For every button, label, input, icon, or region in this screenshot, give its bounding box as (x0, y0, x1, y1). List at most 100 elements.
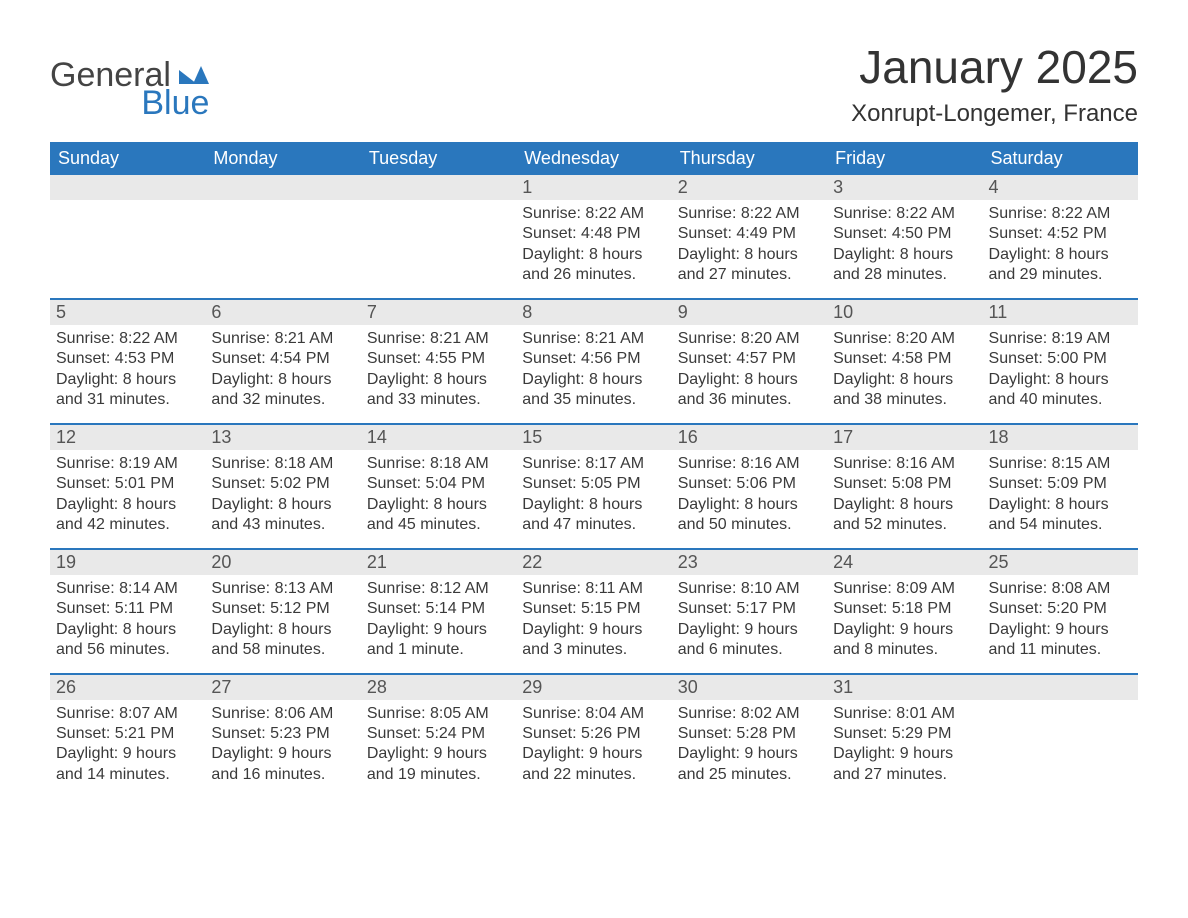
day-cell: 15Sunrise: 8:17 AMSunset: 5:05 PMDayligh… (516, 425, 671, 548)
logo-mark-icon (179, 64, 209, 89)
day-number: 4 (983, 175, 1138, 200)
sunset-text: Sunset: 5:11 PM (56, 599, 199, 619)
sunrise-text: Sunrise: 8:16 AM (833, 454, 976, 474)
sunset-text: Sunset: 4:56 PM (522, 349, 665, 369)
page-title: January 2025 (851, 40, 1138, 94)
daylight-text: Daylight: 8 hours and 31 minutes. (56, 370, 199, 411)
day-number: 11 (983, 300, 1138, 325)
sunrise-text: Sunrise: 8:10 AM (678, 579, 821, 599)
day-cell: 20Sunrise: 8:13 AMSunset: 5:12 PMDayligh… (205, 550, 360, 673)
sunrise-text: Sunrise: 8:22 AM (833, 204, 976, 224)
sunset-text: Sunset: 5:08 PM (833, 474, 976, 494)
day-number: 10 (827, 300, 982, 325)
day-number: 14 (361, 425, 516, 450)
day-cell: 5Sunrise: 8:22 AMSunset: 4:53 PMDaylight… (50, 300, 205, 423)
day-cell: 27Sunrise: 8:06 AMSunset: 5:23 PMDayligh… (205, 675, 360, 798)
day-body: Sunrise: 8:17 AMSunset: 5:05 PMDaylight:… (516, 450, 671, 536)
day-of-week-header: Sunday (50, 142, 205, 175)
day-number: 21 (361, 550, 516, 575)
day-of-week-header: Saturday (983, 142, 1138, 175)
sunrise-text: Sunrise: 8:11 AM (522, 579, 665, 599)
day-body: Sunrise: 8:08 AMSunset: 5:20 PMDaylight:… (983, 575, 1138, 661)
day-number: 25 (983, 550, 1138, 575)
calendar-grid: SundayMondayTuesdayWednesdayThursdayFrid… (50, 142, 1138, 797)
sunrise-text: Sunrise: 8:16 AM (678, 454, 821, 474)
day-number: 2 (672, 175, 827, 200)
daylight-text: Daylight: 8 hours and 27 minutes. (678, 245, 821, 286)
sunset-text: Sunset: 4:57 PM (678, 349, 821, 369)
day-number: 8 (516, 300, 671, 325)
sunset-text: Sunset: 4:50 PM (833, 224, 976, 244)
day-cell: 7Sunrise: 8:21 AMSunset: 4:55 PMDaylight… (361, 300, 516, 423)
day-cell: 25Sunrise: 8:08 AMSunset: 5:20 PMDayligh… (983, 550, 1138, 673)
day-body: Sunrise: 8:22 AMSunset: 4:50 PMDaylight:… (827, 200, 982, 286)
logo-text-block: General Blue (50, 58, 209, 120)
day-cell: 2Sunrise: 8:22 AMSunset: 4:49 PMDaylight… (672, 175, 827, 298)
day-body: Sunrise: 8:20 AMSunset: 4:57 PMDaylight:… (672, 325, 827, 411)
day-body: Sunrise: 8:22 AMSunset: 4:53 PMDaylight:… (50, 325, 205, 411)
day-cell: 16Sunrise: 8:16 AMSunset: 5:06 PMDayligh… (672, 425, 827, 548)
day-number: 31 (827, 675, 982, 700)
day-number: 19 (50, 550, 205, 575)
daylight-text: Daylight: 9 hours and 8 minutes. (833, 620, 976, 661)
day-cell: 29Sunrise: 8:04 AMSunset: 5:26 PMDayligh… (516, 675, 671, 798)
day-body: Sunrise: 8:22 AMSunset: 4:48 PMDaylight:… (516, 200, 671, 286)
day-number: 6 (205, 300, 360, 325)
day-number: 3 (827, 175, 982, 200)
day-body: Sunrise: 8:22 AMSunset: 4:52 PMDaylight:… (983, 200, 1138, 286)
daylight-text: Daylight: 8 hours and 43 minutes. (211, 495, 354, 536)
daylight-text: Daylight: 8 hours and 56 minutes. (56, 620, 199, 661)
day-cell: 30Sunrise: 8:02 AMSunset: 5:28 PMDayligh… (672, 675, 827, 798)
daylight-text: Daylight: 9 hours and 16 minutes. (211, 744, 354, 785)
week-row: 12Sunrise: 8:19 AMSunset: 5:01 PMDayligh… (50, 423, 1138, 548)
day-number: 16 (672, 425, 827, 450)
day-body: Sunrise: 8:21 AMSunset: 4:56 PMDaylight:… (516, 325, 671, 411)
daylight-text: Daylight: 9 hours and 6 minutes. (678, 620, 821, 661)
sunrise-text: Sunrise: 8:01 AM (833, 704, 976, 724)
daylight-text: Daylight: 8 hours and 58 minutes. (211, 620, 354, 661)
daylight-text: Daylight: 9 hours and 25 minutes. (678, 744, 821, 785)
day-number (361, 175, 516, 200)
day-number: 20 (205, 550, 360, 575)
sunrise-text: Sunrise: 8:19 AM (989, 329, 1132, 349)
sunset-text: Sunset: 5:12 PM (211, 599, 354, 619)
sunrise-text: Sunrise: 8:14 AM (56, 579, 199, 599)
sunset-text: Sunset: 5:01 PM (56, 474, 199, 494)
sunrise-text: Sunrise: 8:09 AM (833, 579, 976, 599)
sunrise-text: Sunrise: 8:08 AM (989, 579, 1132, 599)
day-cell: 4Sunrise: 8:22 AMSunset: 4:52 PMDaylight… (983, 175, 1138, 298)
day-of-week-header: Friday (827, 142, 982, 175)
sunrise-text: Sunrise: 8:13 AM (211, 579, 354, 599)
sunset-text: Sunset: 4:54 PM (211, 349, 354, 369)
day-body: Sunrise: 8:19 AMSunset: 5:01 PMDaylight:… (50, 450, 205, 536)
week-row: 5Sunrise: 8:22 AMSunset: 4:53 PMDaylight… (50, 298, 1138, 423)
day-body: Sunrise: 8:18 AMSunset: 5:02 PMDaylight:… (205, 450, 360, 536)
sunrise-text: Sunrise: 8:12 AM (367, 579, 510, 599)
day-cell: 11Sunrise: 8:19 AMSunset: 5:00 PMDayligh… (983, 300, 1138, 423)
day-number: 18 (983, 425, 1138, 450)
day-body: Sunrise: 8:22 AMSunset: 4:49 PMDaylight:… (672, 200, 827, 286)
day-number: 29 (516, 675, 671, 700)
sunset-text: Sunset: 5:17 PM (678, 599, 821, 619)
sunrise-text: Sunrise: 8:07 AM (56, 704, 199, 724)
day-body: Sunrise: 8:12 AMSunset: 5:14 PMDaylight:… (361, 575, 516, 661)
day-number: 22 (516, 550, 671, 575)
sunset-text: Sunset: 5:04 PM (367, 474, 510, 494)
sunrise-text: Sunrise: 8:21 AM (211, 329, 354, 349)
day-body: Sunrise: 8:07 AMSunset: 5:21 PMDaylight:… (50, 700, 205, 786)
day-body: Sunrise: 8:13 AMSunset: 5:12 PMDaylight:… (205, 575, 360, 661)
sunset-text: Sunset: 5:21 PM (56, 724, 199, 744)
day-cell: 8Sunrise: 8:21 AMSunset: 4:56 PMDaylight… (516, 300, 671, 423)
day-body: Sunrise: 8:04 AMSunset: 5:26 PMDaylight:… (516, 700, 671, 786)
day-body: Sunrise: 8:06 AMSunset: 5:23 PMDaylight:… (205, 700, 360, 786)
sunrise-text: Sunrise: 8:04 AM (522, 704, 665, 724)
logo: General Blue (50, 40, 209, 120)
sunset-text: Sunset: 4:52 PM (989, 224, 1132, 244)
daylight-text: Daylight: 9 hours and 1 minute. (367, 620, 510, 661)
sunrise-text: Sunrise: 8:20 AM (678, 329, 821, 349)
daylight-text: Daylight: 9 hours and 14 minutes. (56, 744, 199, 785)
day-body: Sunrise: 8:21 AMSunset: 4:55 PMDaylight:… (361, 325, 516, 411)
day-body: Sunrise: 8:01 AMSunset: 5:29 PMDaylight:… (827, 700, 982, 786)
day-number: 5 (50, 300, 205, 325)
daylight-text: Daylight: 8 hours and 42 minutes. (56, 495, 199, 536)
